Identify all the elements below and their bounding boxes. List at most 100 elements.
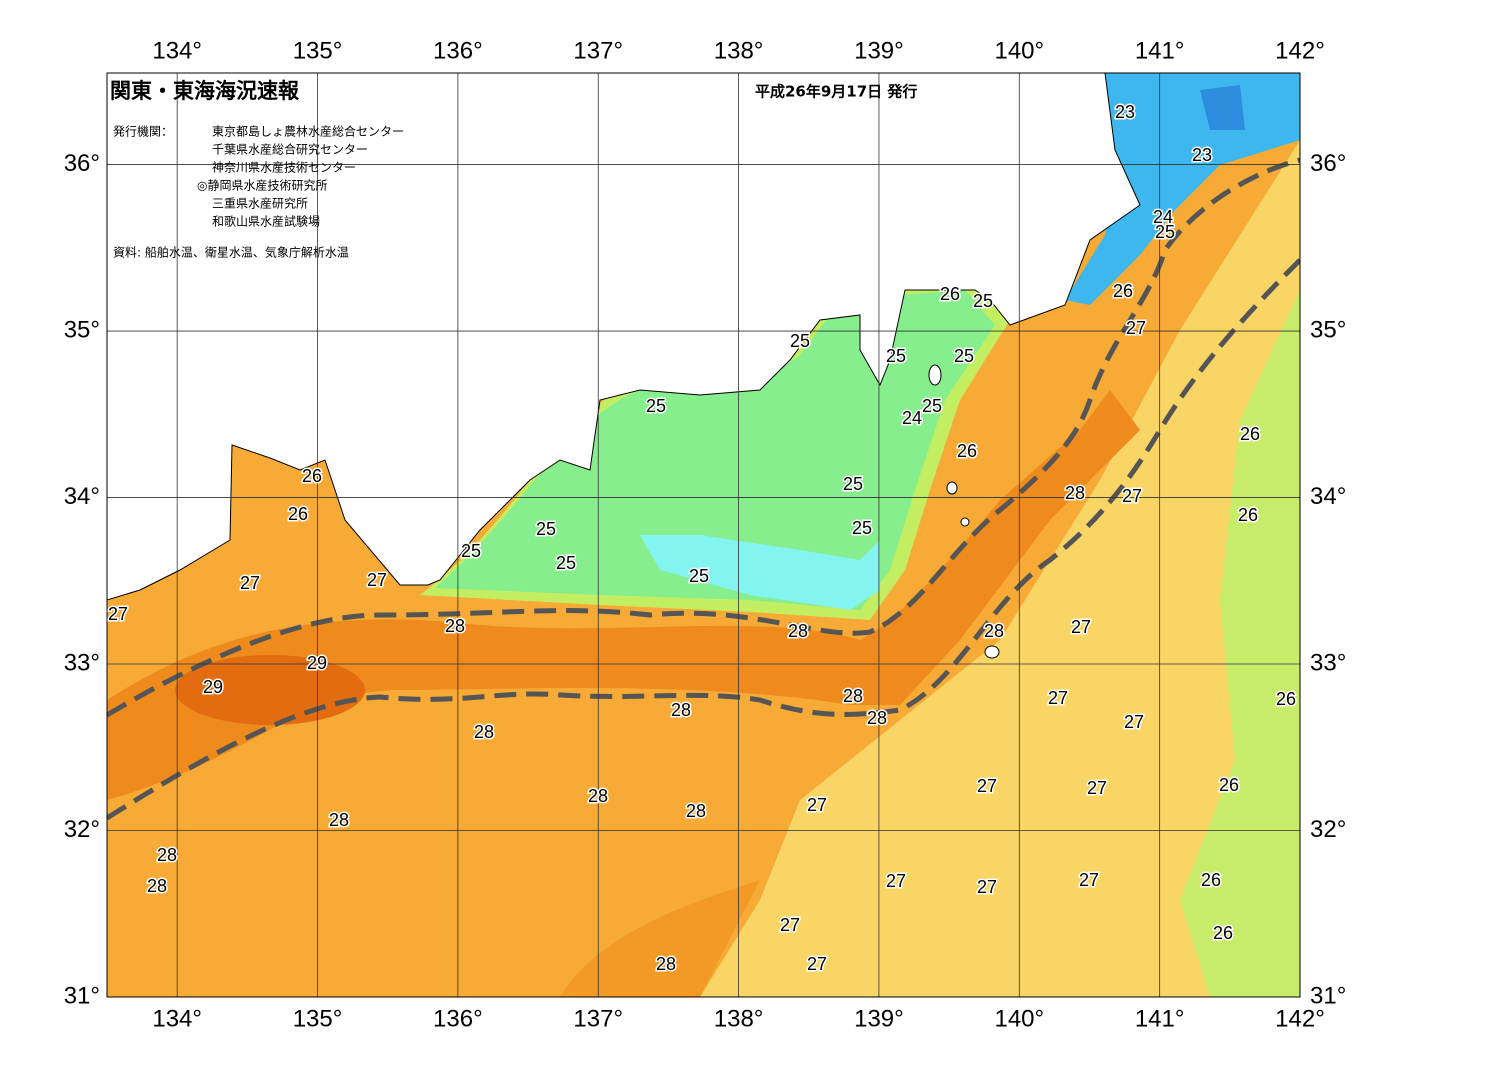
y-tick-label: 32° <box>64 816 100 843</box>
y-tick-label: 31° <box>1310 982 1346 1009</box>
contour-label: 25 <box>790 331 810 351</box>
x-tick-label: 142° <box>1275 1005 1325 1032</box>
contour-label: 27 <box>240 573 260 593</box>
island <box>960 517 970 527</box>
cold-water <box>640 535 880 610</box>
contour-label: 26 <box>1238 505 1258 525</box>
issuer: 三重県水産研究所 <box>212 196 308 211</box>
contour-label: 23 <box>1192 145 1212 165</box>
x-tick-label: 140° <box>994 1005 1044 1032</box>
y-tick-label: 32° <box>1310 816 1346 843</box>
contour-label: 24 <box>1153 207 1173 227</box>
contour-label: 23 <box>1115 102 1135 122</box>
issuer: 神奈川県水産技術センター <box>212 160 356 175</box>
contour-label: 25 <box>1155 222 1175 242</box>
contour-label: 27 <box>367 570 387 590</box>
land <box>107 73 1141 601</box>
contour-label: 26 <box>940 284 960 304</box>
contour-label: 26 <box>1219 775 1239 795</box>
contour-label: 25 <box>852 518 872 538</box>
y-tick-label: 34° <box>64 483 100 510</box>
y-tick-label: 35° <box>64 316 100 343</box>
orange-patch <box>560 880 760 997</box>
x-tick-label: 139° <box>854 1005 904 1032</box>
y-tick-label: 36° <box>1310 150 1346 177</box>
title: 関東・東海海況速報 <box>110 79 300 103</box>
contour-label: 26 <box>1276 689 1296 709</box>
y-tick-label: 34° <box>1310 483 1346 510</box>
contour-label: 27 <box>807 795 827 815</box>
x-tick-label: 140° <box>994 37 1044 64</box>
contour-label: 25 <box>536 519 556 539</box>
x-tick-label: 139° <box>854 37 904 64</box>
issuer: 千葉県水産総合研究センター <box>212 142 368 157</box>
issue-date: 平成26年9月17日 発行 <box>755 83 917 101</box>
contour-label: 26 <box>302 466 322 486</box>
x-tick-label: 136° <box>433 1005 483 1032</box>
contour-label: 25 <box>954 346 974 366</box>
light-green-zone <box>1180 290 1300 997</box>
y-tick-label: 31° <box>64 982 100 1009</box>
contour-label: 28 <box>1065 483 1085 503</box>
contour-label: 28 <box>843 686 863 706</box>
y-tick-label: 33° <box>64 649 100 676</box>
x-tick-label: 137° <box>573 37 623 64</box>
island <box>928 364 942 386</box>
contour-label: 27 <box>886 871 906 891</box>
contour-label: 29 <box>203 677 223 697</box>
kuroshio-north-edge <box>107 157 1300 718</box>
y-tick-label: 36° <box>64 150 100 177</box>
contour-label: 27 <box>1087 778 1107 798</box>
island <box>946 481 958 495</box>
contour-label: 28 <box>671 700 691 720</box>
contour-label: 27 <box>1079 870 1099 890</box>
contour-label: 28 <box>147 876 167 896</box>
contour-label: 27 <box>108 604 128 624</box>
issuer-label: 発行機関： <box>113 124 173 139</box>
contour-label: 28 <box>329 810 349 830</box>
contour-label: 25 <box>973 291 993 311</box>
cold-core <box>1200 85 1245 130</box>
contour-label: 26 <box>1201 870 1221 890</box>
contour-label: 27 <box>780 915 800 935</box>
contour-label: 26 <box>1213 923 1233 943</box>
kuroshio-core <box>107 390 1140 800</box>
contour-label: 26 <box>1113 281 1133 301</box>
contour-label: 26 <box>1240 424 1260 444</box>
temperature-fields <box>107 73 1300 997</box>
issuer: 東京都島しょ農林水産総合センター <box>212 124 404 139</box>
contour-label: 28 <box>474 722 494 742</box>
x-tick-label: 141° <box>1135 37 1185 64</box>
kuroshio-south-edge <box>107 258 1300 821</box>
contour-label: 25 <box>922 396 942 416</box>
issuer: 和歌山県水産試験場 <box>212 214 320 229</box>
contour-label: 25 <box>843 474 863 494</box>
contour-label: 27 <box>1124 712 1144 732</box>
x-tick-label: 134° <box>152 1005 202 1032</box>
contour-label: 27 <box>807 954 827 974</box>
contour-label: 27 <box>1071 617 1091 637</box>
contour-label: 28 <box>656 954 676 974</box>
issuer: ◎静岡県水産技術研究所 <box>197 178 327 193</box>
data-source: 資料: 船舶水温、衛星水温、気象庁解析水温 <box>113 245 349 260</box>
contour-label: 28 <box>788 621 808 641</box>
contour-label: 27 <box>1048 688 1068 708</box>
contour-label: 29 <box>307 653 327 673</box>
contour-label: 27 <box>1126 318 1146 338</box>
contour-label: 25 <box>886 346 906 366</box>
contour-label: 27 <box>1122 486 1142 506</box>
x-tick-label: 135° <box>293 37 343 64</box>
contour-label: 26 <box>957 441 977 461</box>
coastal-green-zone <box>435 290 995 610</box>
contour-label: 28 <box>867 708 887 728</box>
contour-label: 25 <box>646 396 666 416</box>
x-tick-label: 142° <box>1275 37 1325 64</box>
contour-label: 27 <box>977 877 997 897</box>
contour-label: 25 <box>689 566 709 586</box>
contour-label: 25 <box>461 541 481 561</box>
x-tick-label: 134° <box>152 37 202 64</box>
y-tick-label: 35° <box>1310 316 1346 343</box>
yellow-zone <box>700 140 1300 997</box>
oyashio-water <box>1065 73 1300 305</box>
x-tick-label: 138° <box>714 1005 764 1032</box>
